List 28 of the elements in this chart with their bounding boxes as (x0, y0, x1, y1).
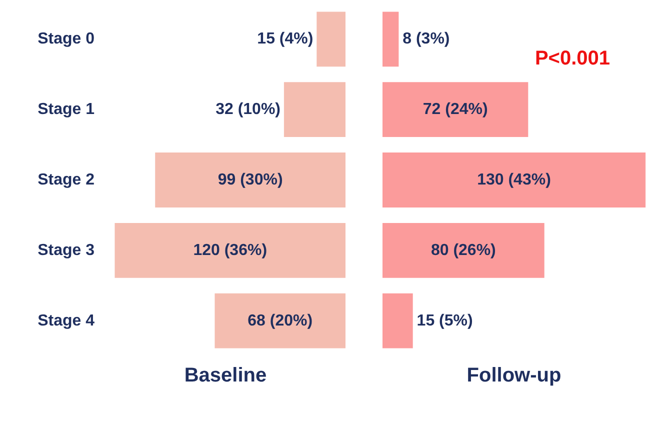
data-label: 32 (10%) (216, 101, 280, 118)
bar (284, 82, 346, 138)
data-label: 130 (43%) (477, 172, 551, 188)
data-label: 15 (5%) (416, 312, 473, 330)
y-tick-label: Stage 1 (38, 101, 95, 118)
bar (155, 152, 346, 208)
data-label: 120 (36%) (193, 242, 268, 259)
data-label: 99 (30%) (218, 172, 283, 188)
bar (382, 222, 544, 278)
data-label: 80 (26%) (430, 242, 496, 259)
y-tick-label: Stage 4 (38, 312, 95, 330)
bar (382, 82, 528, 138)
bar (316, 12, 346, 67)
bar (382, 12, 399, 67)
bar (382, 293, 413, 348)
annotation: P<0.001 (534, 48, 610, 70)
x-axis-title: Baseline (184, 364, 267, 386)
bar (382, 152, 646, 208)
data-label: 68 (20%) (248, 312, 313, 330)
y-tick-label: Stage 2 (38, 172, 95, 188)
y-tick-label: Stage 0 (38, 30, 95, 48)
bar (114, 222, 346, 278)
bar (214, 293, 346, 348)
data-label: 8 (3%) (402, 30, 450, 48)
y-tick-label: Stage 3 (38, 242, 95, 259)
data-label: 72 (24%) (422, 101, 488, 118)
data-label: 15 (4%) (257, 30, 314, 48)
x-axis-title: Follow-up (466, 364, 562, 386)
